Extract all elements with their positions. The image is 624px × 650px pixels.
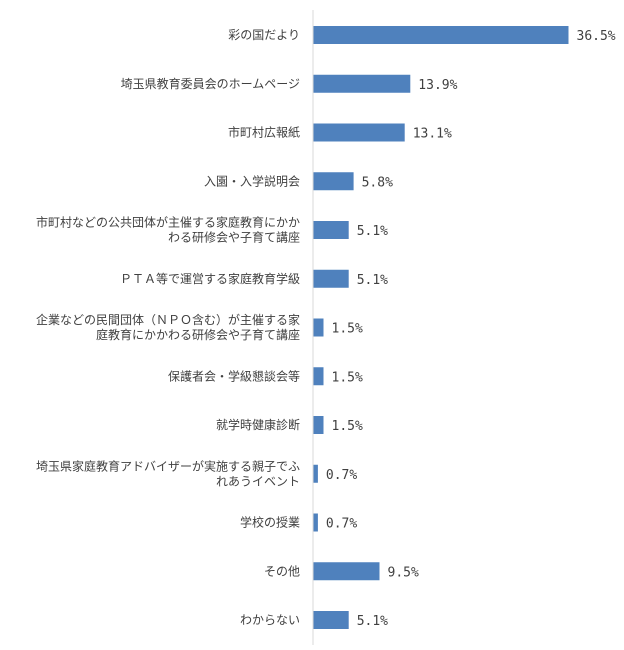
bar bbox=[313, 123, 405, 142]
value-label: 13.1% bbox=[413, 127, 452, 142]
value-label: 5.8% bbox=[362, 175, 393, 190]
category-label: 彩の国だより bbox=[228, 28, 300, 42]
bar bbox=[313, 74, 411, 93]
category-label: その他 bbox=[264, 564, 300, 578]
bar bbox=[313, 513, 318, 532]
category-label: 埼玉県家庭教育アドバイザーが実施する親子でふ bbox=[36, 458, 300, 473]
value-labels: 36.5% 13.9% 13.1% 5.8% 5.1% 5.1% 1.5% 1.5% 1.5% 0… bbox=[326, 29, 616, 629]
category-labels: 彩の国だより埼玉県教育委員会のホームページ市町村広報紙入園・入学説明会市町村など… bbox=[36, 28, 300, 627]
category-label: 市町村広報紙 bbox=[228, 125, 300, 140]
bar bbox=[313, 611, 349, 629]
value-label: 0.7% bbox=[326, 468, 357, 483]
value-label: 1.5% bbox=[332, 370, 363, 385]
value-label: 36.5% bbox=[577, 29, 616, 44]
bar bbox=[313, 367, 324, 386]
bar bbox=[313, 221, 349, 239]
category-label: 埼玉県教育委員会のホームページ bbox=[121, 76, 300, 91]
category-label: 企業などの民間団体（ＮＰＯ含む）が主催する家 bbox=[36, 312, 300, 327]
category-label: ＰＴＡ等で運営する家庭教育学級 bbox=[120, 271, 300, 286]
bar bbox=[313, 318, 324, 337]
category-label: れあうイベント bbox=[216, 474, 300, 488]
category-label: 市町村などの公共団体が主催する家庭教育にかか bbox=[36, 215, 300, 230]
value-label: 1.5% bbox=[332, 419, 363, 434]
bar bbox=[313, 464, 318, 483]
value-label: 9.5% bbox=[388, 565, 419, 580]
bars-group bbox=[313, 26, 569, 629]
category-label: 学校の授業 bbox=[240, 515, 300, 530]
bar bbox=[313, 416, 324, 434]
category-label: わる研修会や子育て講座 bbox=[168, 230, 300, 245]
bar bbox=[313, 172, 354, 191]
value-label: 5.1% bbox=[357, 273, 388, 288]
value-label: 13.9% bbox=[418, 78, 457, 93]
value-label: 0.7% bbox=[326, 517, 357, 532]
category-label: 保護者会・学級懇談会等 bbox=[168, 368, 300, 383]
category-label: わからない bbox=[240, 613, 300, 627]
value-label: 5.1% bbox=[357, 224, 388, 239]
category-label: 就学時健康診断 bbox=[216, 417, 300, 432]
value-label: 5.1% bbox=[357, 614, 388, 629]
bar bbox=[313, 269, 349, 288]
category-label: 庭教育にかかわる研修会や子育て講座 bbox=[96, 327, 300, 342]
category-label: 入園・入学説明会 bbox=[204, 173, 300, 188]
value-label: 1.5% bbox=[332, 322, 363, 337]
bar bbox=[313, 562, 380, 581]
bar bbox=[313, 26, 569, 44]
